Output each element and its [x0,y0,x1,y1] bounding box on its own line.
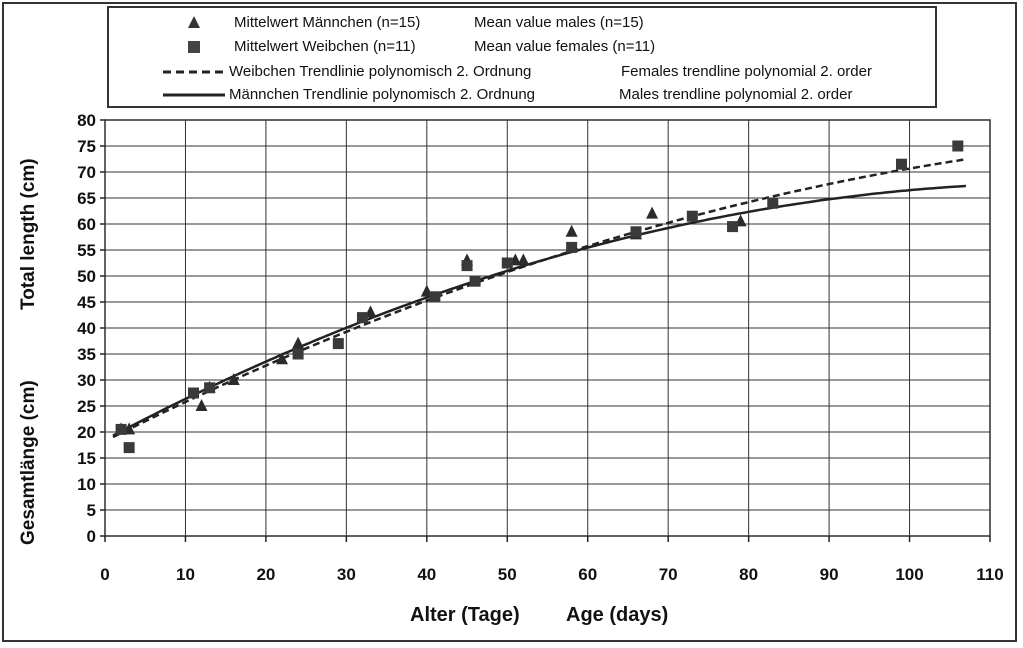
y-tick-label: 80 [77,111,96,130]
trendline-females [112,158,967,439]
female-point [727,221,739,233]
y-tick-label: 5 [87,501,96,520]
female-point [429,291,441,303]
x-tick-label: 90 [820,565,839,584]
x-axis-label-de: Alter (Tage) [410,604,520,626]
male-point [517,253,530,266]
y-tick-label: 35 [77,345,96,364]
x-tick-label: 50 [498,565,517,584]
legend-label-en: Mean value females (n=11) [474,38,656,55]
y-tick-label: 0 [87,527,96,546]
legend-label-de: Mittelwert Männchen (n=15) [234,14,421,31]
dashed-line-icon [163,70,225,74]
female-point [952,140,964,152]
x-tick-label: 20 [256,565,275,584]
female-point [501,257,513,269]
legend: Mittelwert Männchen (n=15) Mean value ma… [107,6,937,108]
grid [100,119,991,542]
trendlines [112,158,967,439]
y-tick-label: 20 [77,423,96,442]
male-point [292,336,305,349]
y-tick-label: 40 [77,319,96,338]
female-point [566,241,578,253]
female-point [115,423,127,435]
y-tick-label: 45 [77,293,96,312]
female-point [630,226,642,238]
x-tick-label: 100 [895,565,923,584]
y-tick-label: 50 [77,267,96,286]
female-point [461,260,473,272]
legend-label-de: Weibchen Trendlinie polynomisch 2. Ordnu… [229,63,532,80]
x-tick-label: 80 [739,565,758,584]
data-points [115,140,964,454]
male-point [195,399,208,411]
x-tick-label: 70 [659,565,678,584]
y-tick-label: 60 [77,215,96,234]
x-tick-label: 10 [176,565,195,584]
trendline-males [112,184,966,437]
female-point [469,275,481,287]
legend-label-de: Männchen Trendlinie polynomisch 2. Ordnu… [229,86,536,103]
male-point [227,373,240,385]
x-tick-label: 40 [417,565,436,584]
x-tick-label: 0 [100,565,109,584]
y-tick-label: 70 [77,163,96,182]
tick-labels: 0 5 10 15 20 25 30 35 40 45 50 55 60 65 70 75 80 0 10 20 30 4… [77,111,1004,584]
female-point [188,387,199,399]
triangle-marker-icon [188,16,200,28]
y-tick-label: 75 [77,137,96,156]
y-axis-label-en: Total length (cm) [18,158,39,310]
square-marker-icon [188,41,200,53]
male-point [646,206,659,219]
female-point [896,158,907,170]
x-tick-label: 60 [578,565,597,584]
x-axis-label-en: Age (days) [566,604,669,626]
y-tick-label: 65 [77,189,96,208]
female-point [204,382,216,394]
legend-label-en: Males trendline polynomial 2. order [619,86,853,103]
female-point [332,338,344,350]
legend-label-en: Females trendline polynomial 2. order [621,63,872,80]
female-point [123,442,135,454]
y-tick-label: 30 [77,371,96,390]
male-point [565,224,578,237]
x-tick-label: 30 [337,565,356,584]
y-tick-label: 10 [77,475,96,494]
female-point [767,197,779,209]
x-tick-label: 110 [976,565,1003,584]
y-axis-label-de: Gesamtlänge (cm) [18,380,39,545]
female-point [292,348,304,360]
figure-frame [2,2,1017,642]
male-point [276,352,288,365]
y-tick-label: 25 [77,397,96,416]
female-point [356,312,368,324]
solid-line-icon [163,93,225,97]
legend-label-de: Mittelwert Weibchen (n=11) [234,38,416,55]
y-tick-label: 15 [77,449,96,468]
female-point [686,210,698,222]
y-tick-label: 55 [77,241,96,260]
legend-label-en: Mean value males (n=15) [474,14,644,31]
